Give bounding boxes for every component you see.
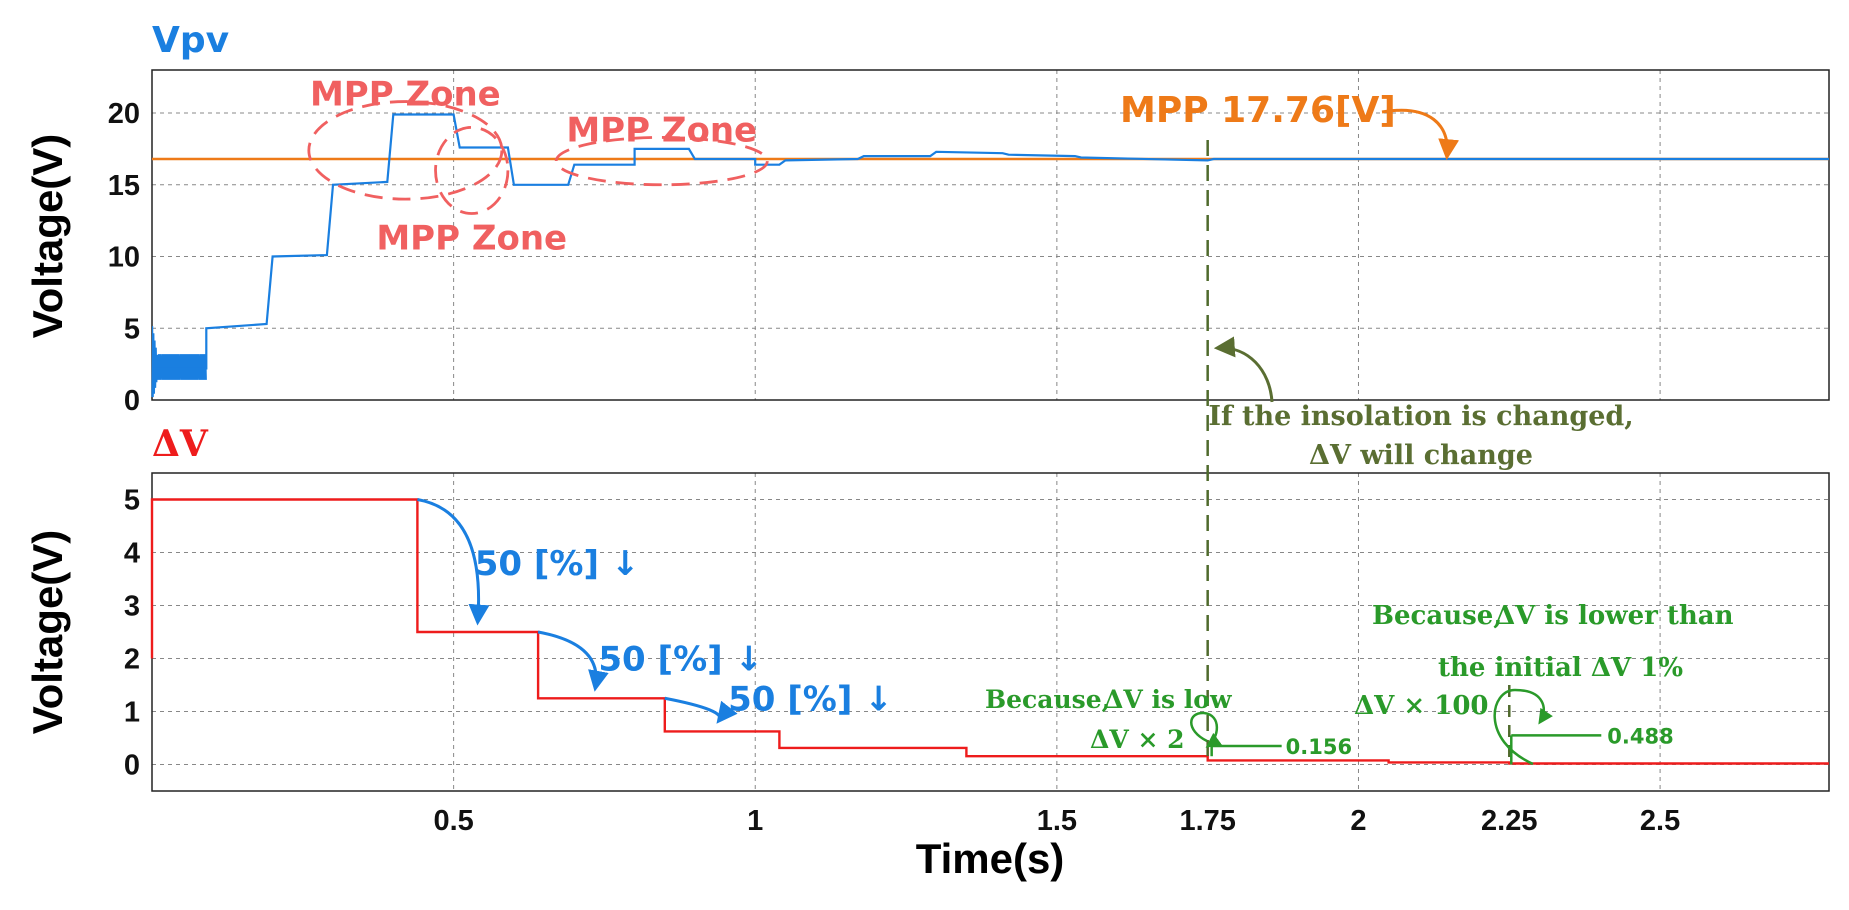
event-2-note-lower: ΔV is lower than bbox=[1495, 601, 1734, 631]
event-2-note-times100: ΔV × 100 bbox=[1354, 691, 1489, 721]
vpv-startup-ripple bbox=[151, 326, 207, 398]
bottom-y-tick-label: 1 bbox=[124, 697, 140, 729]
event-1-loop-arrow bbox=[1190, 711, 1223, 748]
mpp-arrow bbox=[1381, 108, 1460, 161]
step-arrow bbox=[417, 498, 490, 626]
mpp-label: MPP 17.76[V] bbox=[1120, 90, 1396, 131]
x-tick-label: 2.25 bbox=[1481, 805, 1537, 837]
event-2-loop-arrow bbox=[1493, 688, 1553, 766]
step-annotations: 50 [%] ↓50 [%] ↓50 [%] ↓ bbox=[417, 498, 893, 724]
bottom-plot-frame bbox=[151, 472, 1830, 792]
top-y-tick-label: 0 bbox=[124, 385, 140, 417]
mpp-zone-label: MPP Zone bbox=[376, 218, 567, 258]
delta-v-series-line bbox=[150, 498, 1829, 765]
top-y-tick-label: 20 bbox=[108, 98, 140, 130]
mpp-zone-ellipse bbox=[307, 100, 504, 201]
bottom-y-axis-label: Voltage(V) bbox=[24, 530, 71, 735]
top-y-axis-label: Voltage(V) bbox=[24, 134, 71, 339]
top-y-tick-label: 15 bbox=[108, 170, 140, 202]
x-tick-label: 1.75 bbox=[1179, 805, 1235, 837]
top-panel-title: Vpv bbox=[152, 20, 229, 61]
top-y-tick-label: 5 bbox=[124, 313, 140, 345]
top-y-tick-label: 10 bbox=[108, 242, 140, 274]
top-y-tick-labels: 0 5 10 15 20 bbox=[108, 98, 140, 417]
event-2-value-label: 0.488 bbox=[1607, 724, 1673, 748]
x-tick-label: 1.5 bbox=[1037, 805, 1077, 837]
bottom-y-tick-label: 0 bbox=[124, 750, 140, 782]
step-arrow bbox=[664, 696, 738, 724]
mpp-zones: MPP Zone MPP Zone MPP Zone bbox=[307, 75, 769, 258]
event-2-note-initial: the initial ΔV 1% bbox=[1438, 653, 1683, 683]
top-plot-frame bbox=[151, 69, 1830, 401]
x-tick-label: 0.5 bbox=[433, 805, 473, 837]
x-tick-label: 2 bbox=[1350, 805, 1366, 837]
mpp-zone-ellipse bbox=[434, 125, 510, 215]
event-1-value-label: 0.156 bbox=[1286, 735, 1352, 759]
event-1-note-low: ΔV is low bbox=[1104, 685, 1233, 714]
insolation-note-line-2: ΔV will change bbox=[1309, 440, 1533, 471]
mpp-zone-label: MPP Zone bbox=[310, 75, 501, 115]
event-1-note-because: Because, bbox=[985, 685, 1110, 714]
bottom-y-tick-labels: 0 1 2 3 4 5 bbox=[124, 485, 140, 782]
vpv-series-line bbox=[152, 113, 1829, 370]
bottom-y-tick-label: 5 bbox=[124, 485, 140, 517]
x-tick-label: 2.5 bbox=[1640, 805, 1680, 837]
step-arrow bbox=[537, 630, 609, 692]
x-tick-label: 1 bbox=[747, 805, 763, 837]
mpp-zone-label: MPP Zone bbox=[566, 110, 757, 150]
insolation-arrow bbox=[1213, 336, 1274, 403]
bottom-panel-title: ΔV bbox=[152, 423, 209, 465]
bottom-y-tick-label: 2 bbox=[124, 644, 140, 676]
bottom-plot-grid bbox=[152, 473, 1829, 791]
step-label: 50 [%] ↓ bbox=[598, 640, 763, 680]
top-plot-grid bbox=[152, 70, 1829, 401]
x-tick-labels: 0.5 1 1.5 1.75 2 2.25 2.5 bbox=[433, 805, 1680, 837]
event-1-note-times2: ΔV × 2 bbox=[1090, 725, 1185, 754]
x-axis-label: Time(s) bbox=[916, 835, 1065, 882]
bottom-y-tick-label: 4 bbox=[124, 538, 140, 570]
mpp-zone-ellipse bbox=[554, 136, 769, 187]
insolation-note-line-1: If the insolation is changed, bbox=[1208, 401, 1633, 432]
event-2-note-because: Because, bbox=[1372, 601, 1502, 631]
step-label: 50 [%] ↓ bbox=[475, 544, 640, 584]
bottom-y-tick-label: 3 bbox=[124, 591, 140, 623]
step-label: 50 [%] ↓ bbox=[728, 679, 893, 719]
